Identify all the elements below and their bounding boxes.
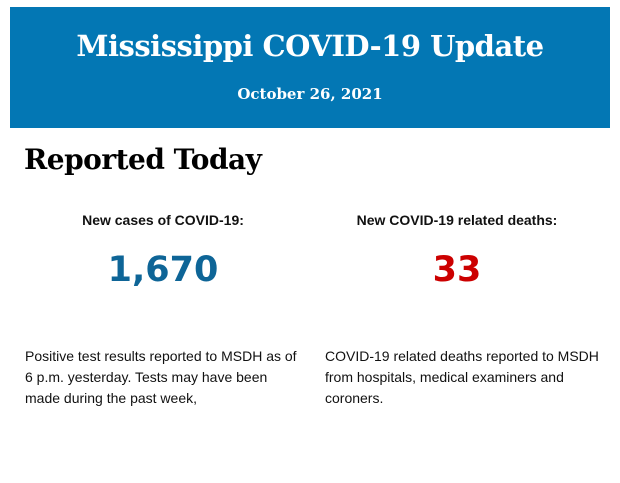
cases-stat: New cases of COVID-19: 1,670: [18, 212, 308, 290]
deaths-value: 33: [432, 250, 482, 290]
deaths-stat: New COVID-19 related deaths: 33: [312, 212, 602, 290]
deaths-description: COVID-19 related deaths reported to MSDH…: [325, 348, 599, 406]
section-title: Reported Today: [24, 143, 262, 176]
cases-value: 1,670: [107, 250, 219, 290]
cases-description: Positive test results reported to MSDH a…: [25, 348, 297, 406]
header-banner: Mississippi COVID-19 Update October 26, …: [10, 7, 610, 128]
deaths-label: New COVID-19 related deaths:: [356, 212, 558, 228]
page-title: Mississippi COVID-19 Update: [76, 29, 544, 63]
update-date: October 26, 2021: [237, 85, 383, 103]
cases-label: New cases of COVID-19:: [82, 212, 244, 228]
